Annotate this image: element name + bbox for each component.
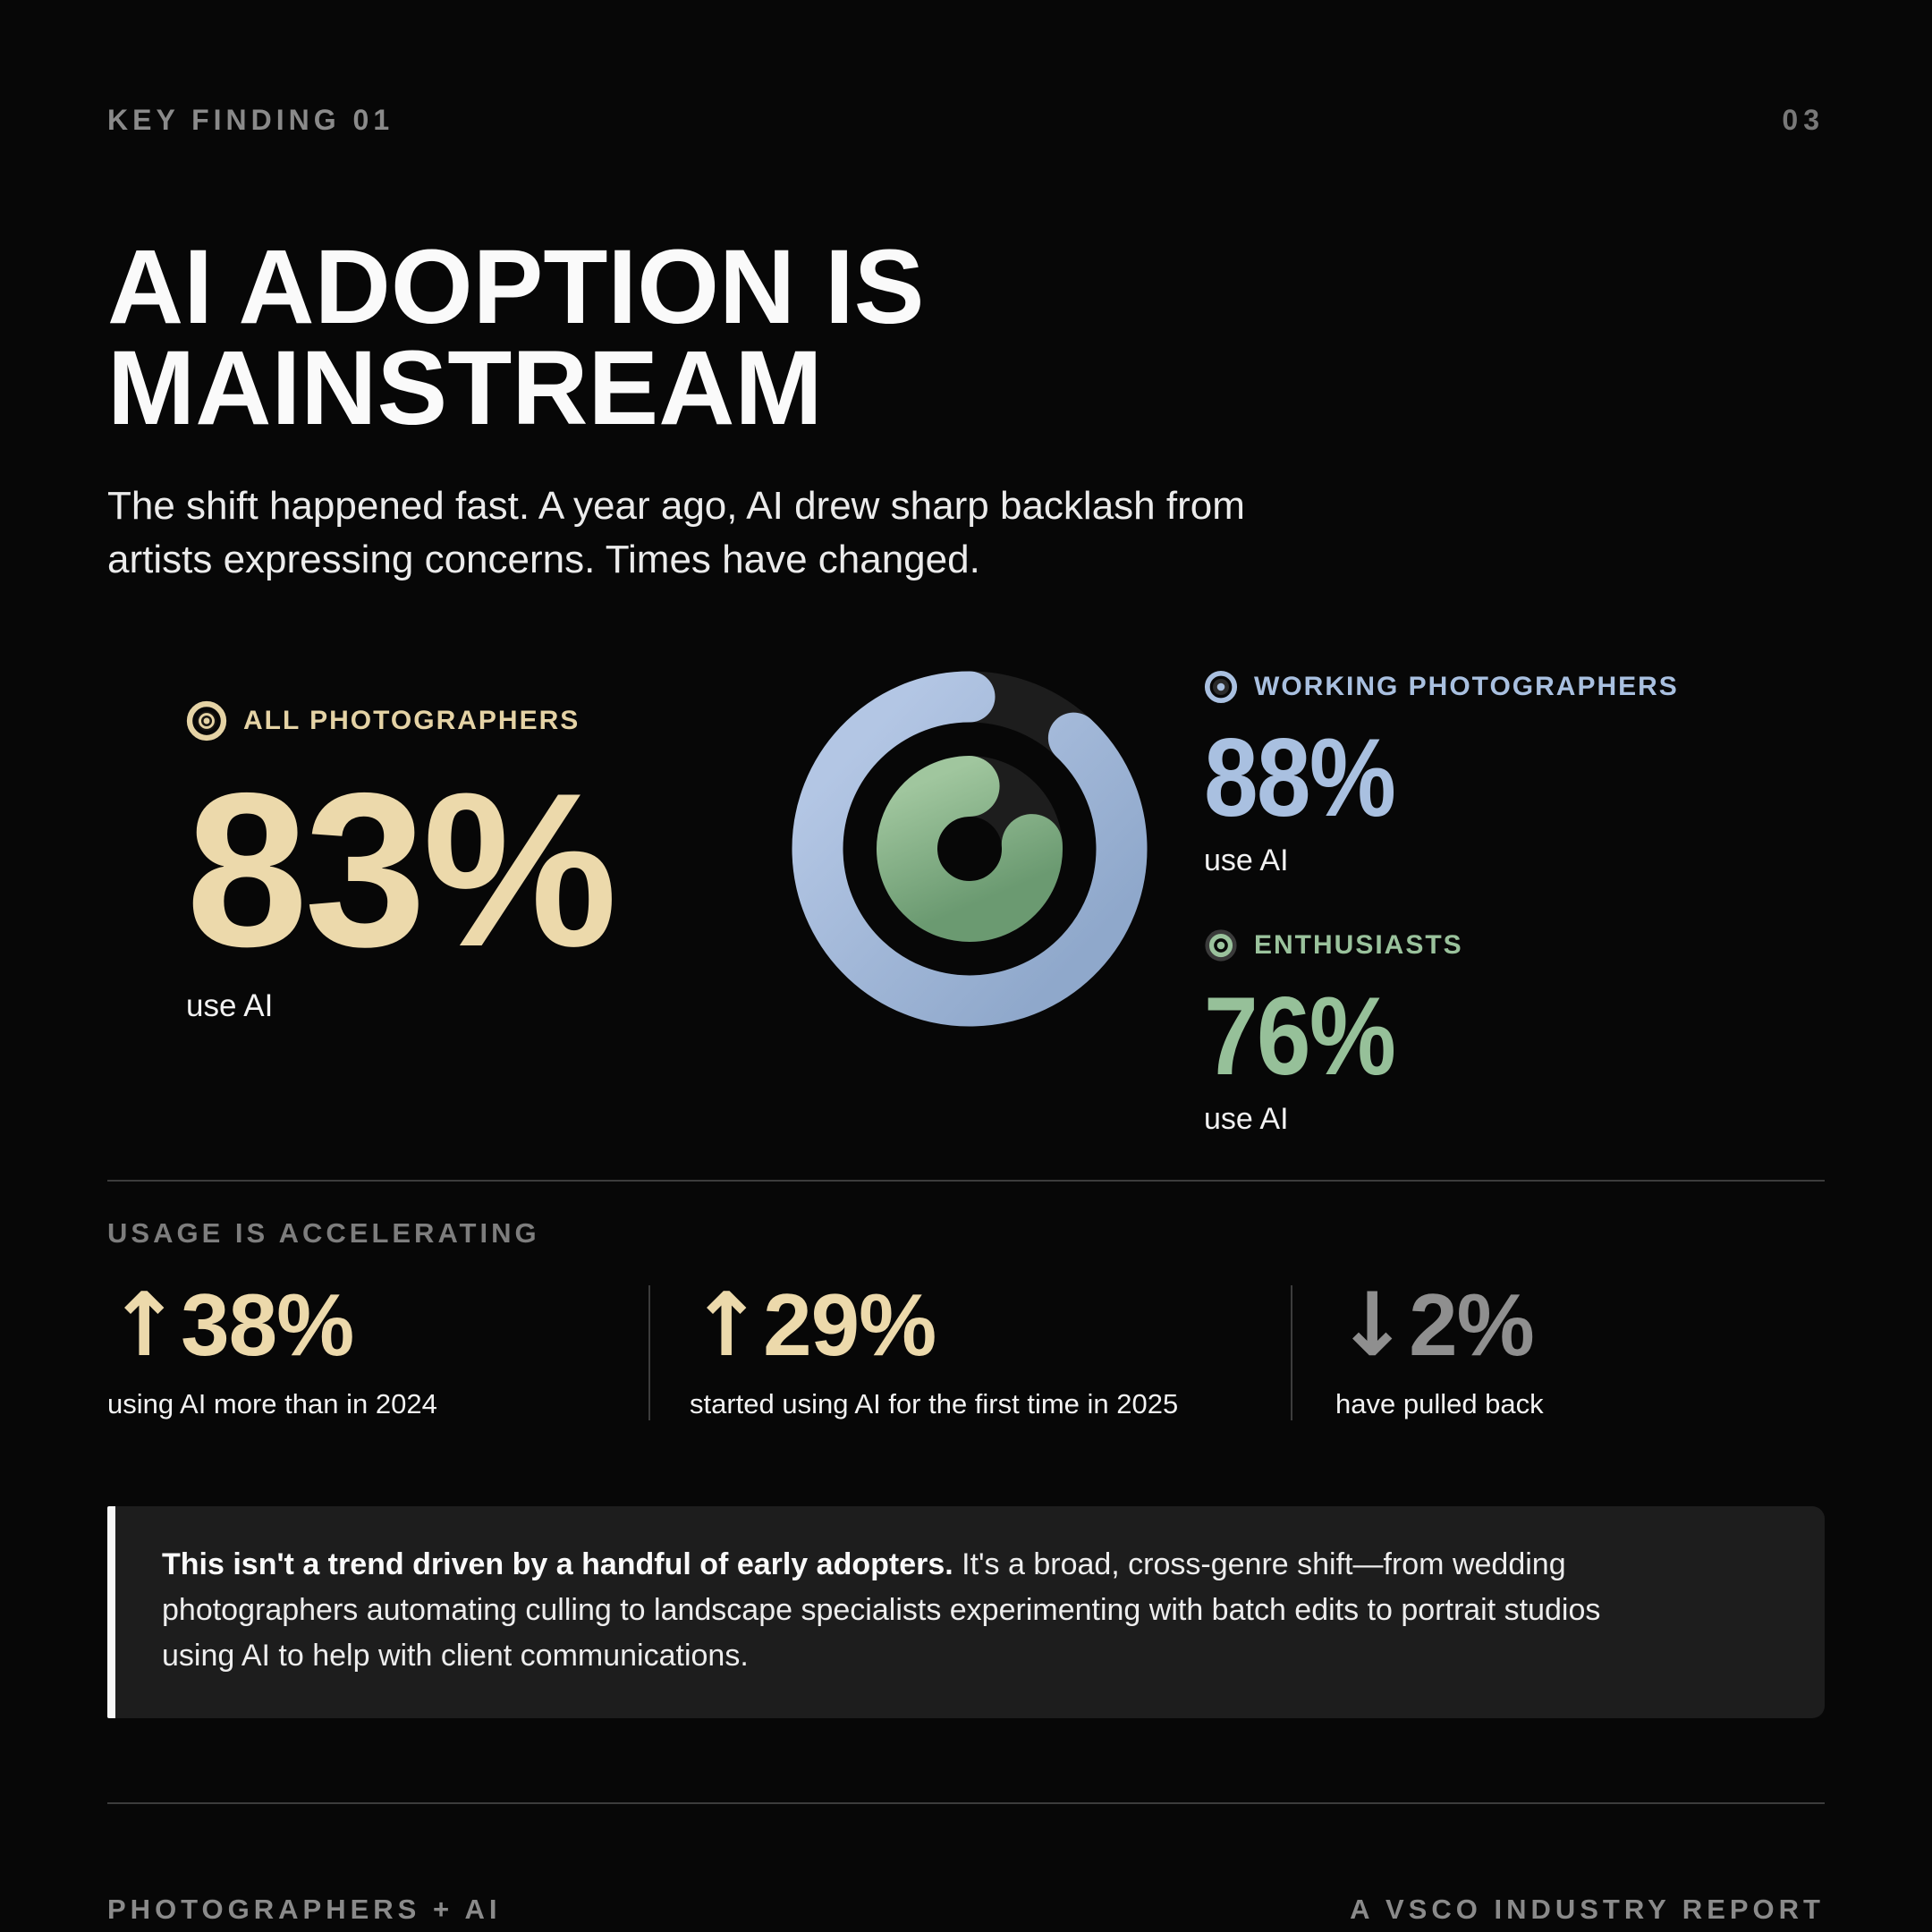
up-arrow-icon: ↑ [107,1275,182,1377]
stat-working-caption: use AI [1204,843,1289,878]
outer-ring-working-photographers-arc [792,671,1148,1027]
insight-callout-text: This isn't a trend driven by a handful o… [162,1547,1601,1674]
accel-value: ↑38% [107,1275,354,1377]
footer-divider [107,1802,1825,1805]
stat-all-photographers: ALL PHOTOGRAPHERS 83% use AI [186,700,683,1024]
inner-ring-enthusiasts-arc [877,756,1063,943]
subtitle-line2: artists expressing concerns. Times have … [107,537,980,581]
accel-caption: have pulled back [1335,1388,1544,1420]
insight-callout-lead: This isn't a trend driven by a handful o… [162,1547,953,1582]
vertical-divider [1291,1285,1292,1421]
adoption-donut-chart [791,670,1148,1028]
slide-title-line1: AI ADOPTION IS [107,228,925,346]
slide-subtitle: The shift happened fast. A year ago, AI … [107,479,1825,588]
footer-left-label: PHOTOGRAPHERS + AI [107,1894,502,1926]
subtitle-line1: The shift happened fast. A year ago, AI … [107,483,1245,528]
stat-all-caption: use AI [186,987,274,1023]
stat-enthusiasts: ENTHUSIASTS 76% use AI [1204,928,1679,1137]
stat-working-value: 88% [1204,716,1396,841]
stat-enthusiasts-value: 76% [1204,975,1396,1099]
stat-enthusiasts-label-row: ENTHUSIASTS [1204,928,1679,962]
segment-stats-column: WORKING PHOTOGRAPHERS 88% use AI ENTHUSI… [1204,670,1679,1137]
target-icon [1205,929,1237,962]
stat-working-label: WORKING PHOTOGRAPHERS [1254,672,1679,702]
slide-title: AI ADOPTION IS MAINSTREAM [107,234,1825,441]
adoption-stats-row: ALL PHOTOGRAPHERS 83% use AI [107,660,1825,1137]
accel-value: ↑29% [690,1275,936,1377]
stat-enthusiasts-caption: use AI [1204,1102,1289,1137]
up-arrow-icon: ↑ [690,1275,764,1377]
stat-enthusiasts-label: ENTHUSIASTS [1254,930,1463,961]
stat-working-photographers: WORKING PHOTOGRAPHERS 88% use AI [1204,670,1679,878]
footer-right-label: A VSCO INDUSTRY REPORT [1350,1894,1825,1926]
stat-all-label-row: ALL PHOTOGRAPHERS [186,700,683,741]
down-arrow-icon: ↓ [1335,1275,1410,1377]
slide-footer: PHOTOGRAPHERS + AI A VSCO INDUSTRY REPOR… [107,1894,1825,1926]
target-icon [186,700,227,741]
slide-title-line2: MAINSTREAM [107,329,823,448]
stat-all-label: ALL PHOTOGRAPHERS [243,706,580,736]
acceleration-heading: USAGE IS ACCELERATING [107,1217,540,1250]
accel-item-first-time: ↑29% started using AI for the first time… [650,1275,1291,1420]
stat-all-value: 83% [186,747,617,993]
accel-value: ↓2% [1335,1275,1535,1377]
accel-item-more-usage: ↑38% using AI more than in 2024 [107,1275,648,1420]
stat-working-label-row: WORKING PHOTOGRAPHERS [1204,670,1679,704]
page-number: 03 [1782,104,1825,136]
kicker-label: KEY FINDING 01 [107,104,394,136]
slide-header: KEY FINDING 01 03 [107,104,1825,137]
accel-caption: using AI more than in 2024 [107,1388,437,1420]
vertical-divider [648,1285,650,1421]
accel-caption: started using AI for the first time in 2… [690,1388,1179,1420]
section-divider [107,1180,1825,1182]
insight-callout-box: This isn't a trend driven by a handful o… [107,1506,1825,1719]
donut-svg [792,671,1148,1027]
accel-item-pulled-back: ↓2% have pulled back [1292,1275,1825,1420]
acceleration-stats-row: ↑38% using AI more than in 2024 ↑29% sta… [107,1275,1825,1421]
target-icon [1204,671,1238,704]
